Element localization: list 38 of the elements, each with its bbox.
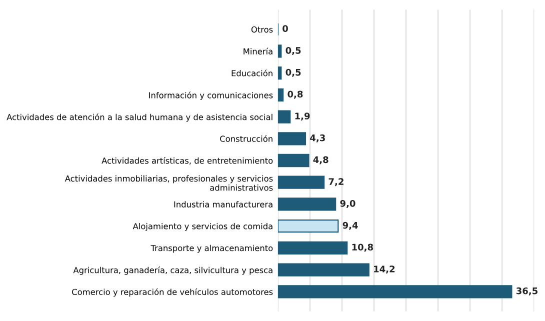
bar [278,110,291,124]
y-tick-label: Alojamiento y servicios de comida [132,222,272,231]
data-label: 0 [282,25,288,32]
bar [278,198,336,211]
data-label: 10,8 [352,244,373,252]
data-label: 1,9 [295,112,310,121]
y-tick-label: Actividades de atención a la salud humana y de asistencia social [6,114,272,122]
y-tick-label: Agricultura, ganadería, caza, silvicultura y pesca [73,266,272,275]
y-tick-label: Otros [251,26,273,33]
y-tick-label: Transporte y almacenamiento [150,244,273,253]
y-tick-label: Industria manufacturera [174,201,272,208]
data-label: 0,5 [286,47,301,55]
bar [278,66,282,80]
data-label: 9,4 [342,222,358,230]
data-label: 4,3 [310,134,325,142]
y-tick-label: Construcción [220,135,272,142]
data-label: 36,5 [516,287,538,296]
bar [278,154,310,168]
bar [278,44,282,58]
data-label: 4,8 [313,156,328,164]
bar [278,88,284,102]
bar [278,241,348,254]
bar [278,220,339,233]
y-tick-label: Actividades artísticas, de entretenimiento [102,157,273,165]
data-label: 7,2 [328,178,344,186]
data-label: 0,8 [288,90,303,99]
bar [278,285,512,298]
y-tick-label: Actividades inmobiliarias, profesionales y servicios administrativos [64,175,273,191]
y-tick-label: Minería [244,48,272,54]
data-label: 0,5 [286,68,301,77]
bar [278,263,370,276]
y-tick-label: Comercio y reparación de vehículos automotores [72,288,273,297]
data-label: 9,0 [340,200,356,208]
y-tick-label: Información y comunicaciones [149,92,273,100]
bar [278,132,306,146]
data-label: 14,2 [374,266,395,274]
y-tick-label: Educación [232,70,272,76]
bar [278,176,325,189]
